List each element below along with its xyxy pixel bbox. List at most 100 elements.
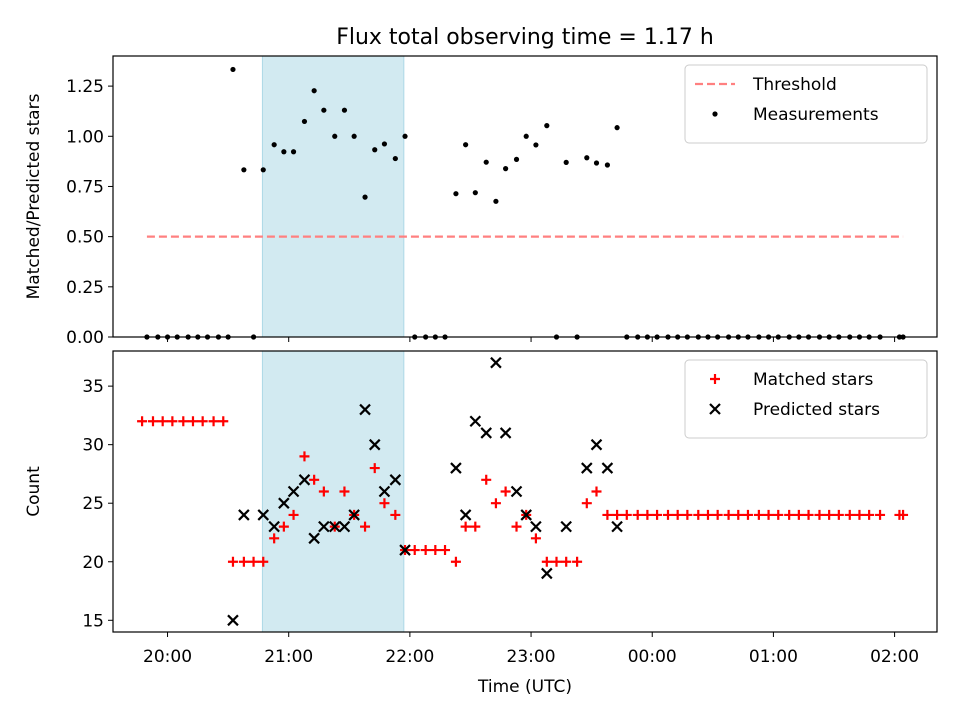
data-point: [420, 545, 431, 556]
data-point: [238, 556, 249, 567]
data-point: [560, 520, 572, 533]
data-point: [450, 462, 462, 474]
data-point: [227, 614, 239, 627]
y-tick-label: 1.00: [66, 127, 104, 147]
data-point: [793, 509, 804, 520]
data-point: [453, 191, 459, 197]
data-point: [368, 438, 381, 451]
x-tick-label: 23:00: [507, 647, 556, 667]
y-tick-label: 0.50: [66, 228, 104, 248]
data-point: [493, 198, 499, 204]
data-point: [541, 567, 553, 580]
legend-label: Measurements: [753, 105, 879, 125]
data-point: [541, 556, 552, 567]
data-point: [278, 497, 290, 509]
axes-frame: [112, 350, 938, 633]
y-tick-label: 0.00: [66, 328, 104, 348]
data-point: [238, 509, 250, 521]
data-point: [308, 532, 320, 545]
data-point: [348, 509, 360, 521]
data-point: [288, 509, 299, 520]
x-tick-label: 20:00: [143, 647, 192, 667]
data-point: [301, 118, 308, 125]
legend-marker: [712, 111, 718, 117]
data-point: [463, 142, 469, 148]
y-tick-label: 25: [82, 494, 104, 514]
data-point: [390, 509, 401, 520]
data-point: [299, 451, 310, 462]
data-point: [450, 556, 461, 567]
data-point: [733, 509, 744, 520]
data-point: [480, 427, 493, 439]
data-point: [197, 416, 208, 427]
data-point: [402, 133, 408, 139]
data-point: [208, 416, 219, 427]
data-point: [218, 416, 229, 427]
data-point: [503, 166, 509, 172]
data-point: [379, 498, 390, 509]
y-axis-label: Matched/Predicted stars: [24, 93, 44, 299]
data-point: [590, 438, 603, 451]
data-point: [875, 509, 886, 520]
data-point: [241, 167, 247, 173]
data-point: [269, 533, 280, 544]
data-point: [723, 509, 734, 520]
data-point: [533, 142, 539, 148]
series-predicted-stars: [227, 356, 623, 627]
data-point: [763, 509, 774, 520]
data-point: [544, 123, 550, 129]
legend-marker: [710, 374, 720, 384]
legend-frame: [684, 64, 928, 144]
data-point: [258, 556, 269, 567]
data-point: [814, 509, 825, 520]
data-point: [351, 133, 357, 139]
data-point: [561, 556, 572, 567]
data-point: [784, 509, 795, 520]
bottom-panel: 15 20 25 30 35 20:00 21:00 22:00 23:00 00:00 01:00…: [24, 350, 938, 697]
chart-title: Flux total observing time = 1.17 h: [336, 25, 714, 50]
y-axis-label: Count: [24, 466, 44, 517]
x-tick-label: 22:00: [385, 647, 434, 667]
data-point: [137, 416, 148, 427]
data-point: [362, 194, 368, 200]
data-point: [604, 162, 611, 168]
legend: Matched stars Predicted stars: [684, 359, 928, 439]
data-point: [773, 509, 784, 520]
data-point: [470, 521, 481, 532]
data-point: [469, 415, 482, 428]
data-point: [298, 474, 311, 486]
data-point: [230, 66, 236, 73]
y-tick-label: 15: [82, 611, 104, 631]
data-point: [742, 509, 753, 520]
data-point: [563, 159, 569, 165]
data-point: [490, 356, 502, 369]
data-point: [178, 416, 189, 427]
data-point: [481, 474, 492, 485]
data-point: [702, 509, 713, 520]
data-point: [290, 149, 297, 155]
data-point: [430, 545, 441, 556]
data-point: [499, 427, 512, 439]
data-point: [248, 556, 259, 567]
data-point: [611, 520, 623, 533]
data-point: [338, 520, 351, 533]
data-point: [753, 509, 764, 520]
legend-label: Matched stars: [753, 370, 873, 390]
data-point: [593, 160, 600, 166]
data-point: [500, 486, 511, 497]
data-point: [530, 520, 542, 533]
data-point: [399, 544, 411, 556]
data-point: [359, 403, 371, 416]
data-point: [833, 509, 844, 520]
data-point: [309, 474, 320, 485]
data-point: [268, 520, 280, 533]
data-point: [584, 155, 590, 161]
data-point: [472, 190, 478, 196]
x-tick-label: 02:00: [870, 647, 919, 667]
series-matched-stars: [137, 416, 909, 567]
data-point: [409, 545, 420, 556]
data-point: [602, 509, 613, 520]
data-point: [167, 416, 178, 427]
data-point: [614, 125, 620, 131]
data-point: [510, 485, 523, 498]
